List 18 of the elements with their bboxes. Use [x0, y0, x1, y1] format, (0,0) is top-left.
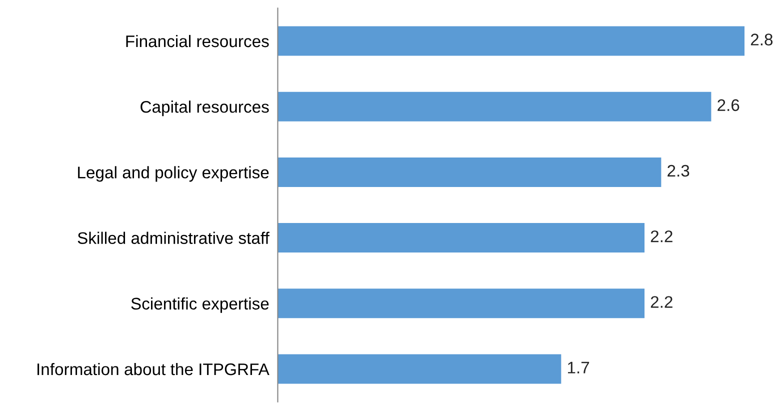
data-label: 1.7 — [568, 362, 590, 374]
bar — [278, 92, 712, 122]
data-label: 2.8 — [750, 34, 773, 46]
y-tick-label: Skilled administrative staff — [78, 232, 270, 244]
data-label: 2.6 — [718, 99, 740, 112]
y-tick-label: Legal and policy expertise — [78, 166, 269, 182]
y-tick-label: Capital resources — [140, 100, 269, 116]
data-label: 2.2 — [650, 230, 672, 242]
bar — [278, 157, 662, 187]
y-tick-label: Financial resources — [126, 34, 269, 48]
bar — [278, 223, 645, 253]
data-label: 2.2 — [650, 296, 672, 308]
y-tick-label: Information about the ITPGRFA — [38, 362, 270, 376]
bar — [278, 26, 745, 56]
y-tick-label: Scientific expertise — [131, 297, 269, 313]
data-label: 2.3 — [668, 164, 690, 177]
bar — [278, 354, 562, 384]
bar — [278, 288, 645, 318]
